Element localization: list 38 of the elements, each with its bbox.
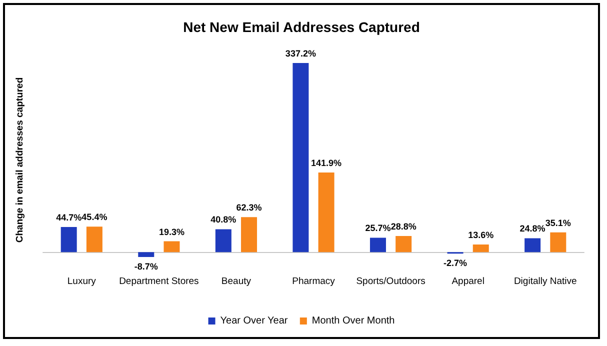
- bar: [524, 238, 541, 252]
- data-label: 45.4%: [82, 212, 108, 222]
- data-label: 337.2%: [285, 48, 316, 58]
- data-label: 141.9%: [311, 158, 342, 168]
- bar: [396, 236, 412, 252]
- data-label: 28.8%: [390, 221, 416, 232]
- x-tick-label: Luxury: [67, 276, 96, 287]
- bar: [292, 63, 309, 252]
- x-tick-label: Beauty: [221, 276, 252, 287]
- data-label: 24.8%: [520, 224, 546, 234]
- data-label: 62.3%: [236, 202, 262, 213]
- data-label: 35.1%: [545, 218, 571, 228]
- data-label: 44.7%: [56, 212, 82, 223]
- legend-label: Month Over Month: [312, 316, 395, 326]
- data-label: 40.8%: [210, 214, 236, 225]
- bar: [241, 217, 258, 252]
- data-label: 25.7%: [365, 223, 391, 234]
- legend-label: Year Over Year: [220, 316, 288, 326]
- data-label: 19.3%: [158, 226, 184, 237]
- bar: [215, 229, 232, 252]
- bar: [318, 172, 334, 252]
- bar: [60, 227, 77, 252]
- x-tick-label: Apparel: [452, 276, 484, 287]
- y-axis-title: Change in email addresses captured: [14, 77, 26, 243]
- chart-title: Net New Email Addresses Captured: [183, 19, 420, 35]
- bar: [550, 232, 566, 252]
- x-tick-label: Digitally Native: [514, 276, 577, 287]
- data-label: -2.7%: [444, 258, 468, 268]
- x-tick-label: Department Stores: [119, 276, 200, 287]
- x-tick-label: Sports/Outdoors: [356, 276, 426, 287]
- bar: [164, 241, 180, 252]
- x-tick-label: Pharmacy: [292, 276, 336, 287]
- bar: [472, 244, 489, 252]
- data-label: 13.6%: [468, 230, 494, 240]
- bar: [370, 238, 386, 252]
- bar: [86, 226, 102, 252]
- data-label: -8.7%: [134, 262, 158, 272]
- bar: [138, 252, 154, 257]
